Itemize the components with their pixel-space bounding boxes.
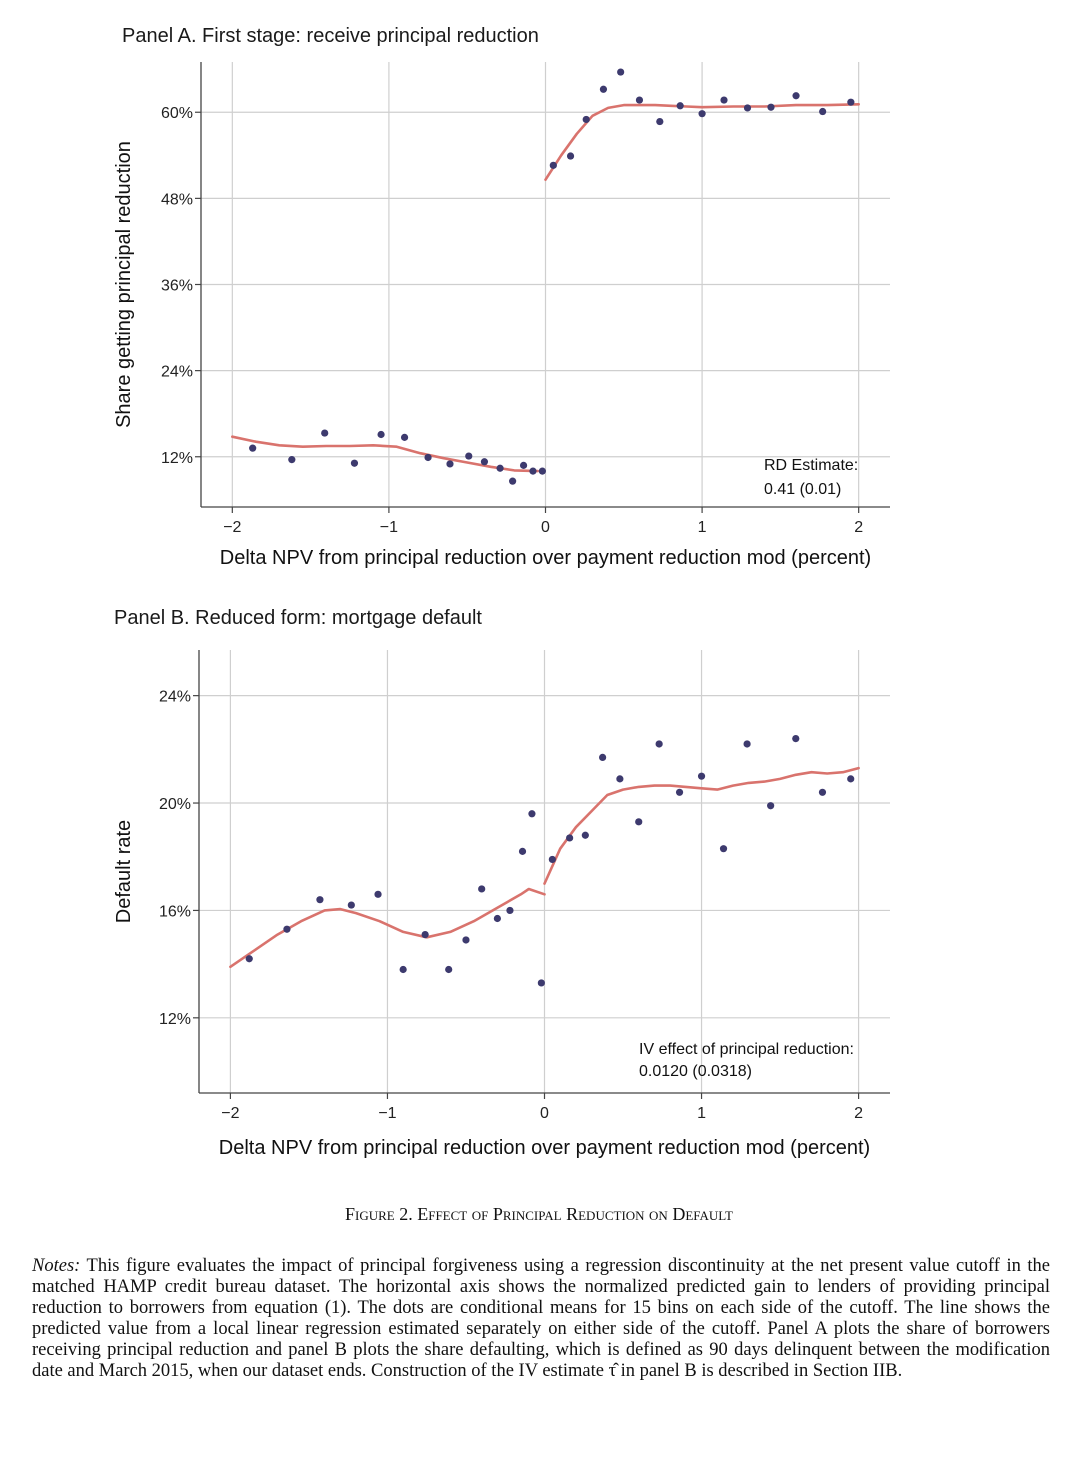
annotation-label: IV effect of principal reduction:	[639, 1041, 854, 1058]
data-point	[656, 117, 664, 126]
fit-line-right	[543, 766, 860, 885]
y-axis-title: Share getting principal reduction	[113, 141, 135, 428]
x-tick-label: 0	[541, 519, 550, 536]
data-point	[599, 753, 607, 761]
data-point	[374, 890, 382, 898]
data-point	[421, 930, 429, 939]
data-point	[548, 855, 556, 864]
x-tick-label: −1	[380, 519, 398, 536]
data-point	[316, 896, 324, 904]
x-tick-label: −2	[221, 1105, 239, 1122]
data-point	[847, 98, 855, 106]
y-tick-label: 48%	[161, 191, 193, 208]
data-point	[480, 458, 489, 466]
fit-line-left	[231, 435, 539, 473]
x-axis-title: Delta NPV from principal reduction over …	[219, 1137, 870, 1159]
x-tick-label: 0	[540, 1105, 549, 1122]
data-point	[599, 85, 608, 93]
data-point	[377, 430, 385, 439]
x-tick-label: 1	[698, 519, 707, 536]
data-point	[538, 467, 546, 475]
figure-notes: Notes: This figure evaluates the impact …	[32, 1256, 1050, 1382]
data-point	[697, 772, 706, 780]
data-point	[635, 96, 644, 104]
figure-2: Panel A. First stage: receive principal …	[113, 25, 890, 1159]
data-point	[518, 847, 527, 855]
data-point	[616, 775, 624, 783]
data-point	[493, 914, 501, 923]
data-point	[818, 788, 827, 796]
data-point	[792, 735, 800, 743]
data-point	[617, 68, 625, 76]
data-point	[792, 92, 800, 100]
data-point	[719, 845, 728, 853]
data-point	[321, 429, 329, 437]
y-axis-title: Default rate	[113, 820, 135, 923]
data-point	[446, 460, 454, 468]
data-point	[478, 885, 486, 893]
data-point	[283, 925, 291, 933]
panel-title: Panel A. First stage: receive principal …	[122, 25, 539, 47]
panel-title: Panel B. Reduced form: mortgage default	[114, 607, 482, 629]
data-point	[519, 461, 528, 469]
data-point	[288, 456, 296, 464]
y-tick-label: 16%	[159, 903, 191, 920]
data-point	[465, 452, 473, 460]
data-point	[566, 152, 575, 160]
data-point	[581, 831, 589, 839]
y-tick-label: 36%	[161, 278, 193, 295]
panel-b: Panel B. Reduced form: mortgage default 1…	[113, 607, 890, 1159]
data-point	[655, 740, 663, 748]
data-point	[767, 802, 775, 810]
data-point	[399, 965, 407, 974]
y-tick-label: 24%	[161, 364, 193, 381]
y-tick-label: 12%	[159, 1011, 191, 1028]
data-point	[462, 936, 470, 944]
x-tick-label: 2	[854, 1105, 863, 1122]
x-axis-title: Delta NPV from principal reduction over …	[220, 547, 871, 569]
data-point	[582, 115, 590, 124]
data-point	[635, 818, 643, 826]
data-point	[819, 107, 827, 116]
data-point	[445, 965, 453, 974]
annotation-value: 0.0120 (0.0318)	[639, 1063, 752, 1080]
y-tick-label: 20%	[159, 796, 191, 813]
notes-text: This figure evaluates the impact of prin…	[32, 1256, 1050, 1381]
panel-a: Panel A. First stage: receive principal …	[113, 25, 890, 569]
data-point	[350, 459, 359, 467]
data-point	[245, 955, 253, 963]
data-point	[743, 740, 751, 748]
data-point	[549, 161, 557, 169]
data-point	[506, 906, 514, 915]
data-point	[720, 96, 728, 104]
y-tick-label: 60%	[161, 105, 193, 122]
fit-line-right	[544, 103, 860, 181]
data-point	[347, 901, 355, 909]
data-point	[249, 444, 257, 452]
data-point	[400, 433, 409, 441]
x-tick-label: 1	[697, 1105, 706, 1122]
x-tick-label: −2	[223, 519, 241, 536]
data-point	[743, 104, 752, 112]
y-tick-label: 12%	[161, 450, 193, 467]
data-point	[528, 810, 536, 818]
annotation-value: 0.41 (0.01)	[764, 481, 841, 498]
data-point	[676, 102, 684, 110]
x-tick-label: −1	[378, 1105, 396, 1122]
data-point	[698, 110, 706, 118]
data-point	[509, 477, 517, 485]
data-point	[566, 834, 574, 842]
data-point	[767, 103, 775, 111]
y-tick-label: 24%	[159, 689, 191, 706]
annotation-label: RD Estimate:	[764, 457, 858, 474]
figure-caption: Figure 2. Effect of Principal Reduction …	[344, 1204, 733, 1224]
data-point	[537, 979, 545, 987]
data-point	[424, 453, 432, 462]
notes-label: Notes:	[32, 1256, 81, 1276]
x-tick-label: 2	[854, 519, 863, 536]
data-point	[847, 775, 855, 783]
data-point	[529, 467, 537, 475]
data-point	[675, 788, 684, 796]
data-point	[496, 464, 504, 472]
